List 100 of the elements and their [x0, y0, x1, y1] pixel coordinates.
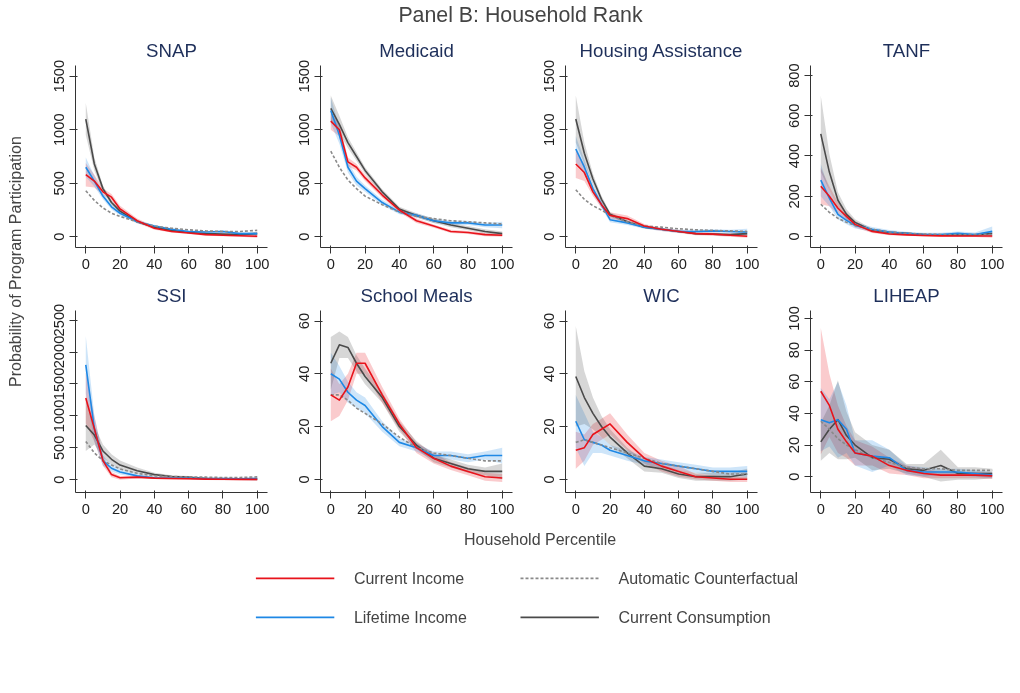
- y-tick-label: 0: [51, 475, 68, 484]
- x-tick-label: 100: [489, 500, 515, 517]
- x-tick-label: 100: [734, 255, 760, 272]
- x-tick-label: 40: [391, 255, 408, 272]
- x-tick-label: 80: [459, 500, 477, 517]
- x-tick-label: 60: [915, 255, 932, 272]
- x-tick-label: 60: [670, 255, 687, 272]
- chart-title: Housing Assistance: [579, 39, 743, 61]
- y-tick-label: 400: [786, 143, 803, 169]
- x-tick-label: 60: [180, 255, 197, 272]
- x-tick-label: 20: [111, 500, 129, 517]
- x-tick-label: 40: [881, 255, 898, 272]
- y-tick-label: 0: [541, 232, 558, 241]
- x-tick-label: 40: [146, 500, 163, 517]
- y-tick-label: 20: [296, 418, 313, 435]
- x-tick-label: 60: [670, 500, 687, 517]
- y-tick-label: 1000: [541, 113, 558, 147]
- y-tick-label: 60: [786, 373, 803, 390]
- y-tick-label: 40: [786, 405, 803, 422]
- y-tick-label: 0: [786, 232, 803, 241]
- x-tick-label: 80: [949, 255, 967, 272]
- x-tick-label: 20: [356, 500, 374, 517]
- legend-label: Current Income: [353, 569, 465, 587]
- x-tick-label: 100: [734, 500, 760, 517]
- y-tick-label: 100: [786, 306, 803, 331]
- x-tick-label: 20: [111, 255, 129, 272]
- y-tick-label: 1000: [51, 399, 68, 433]
- y-tick-label: 500: [541, 171, 558, 196]
- x-tick-label: 80: [949, 500, 967, 517]
- y-tick-label: 500: [51, 171, 68, 196]
- chart-title: LIHEAP: [873, 284, 940, 306]
- text: Panel B: Household Rank: [398, 2, 643, 27]
- x-tick-label: 40: [636, 255, 653, 272]
- x-tick-label: 40: [881, 500, 898, 517]
- x-tick-label: 20: [846, 255, 864, 272]
- legend-label: Automatic Counterfactual: [618, 569, 799, 587]
- text: Household Percentile: [464, 531, 617, 548]
- y-tick-label: 1500: [51, 367, 68, 401]
- y-tick-label: 0: [786, 472, 803, 481]
- chart-title: WIC: [643, 284, 680, 306]
- x-tick-label: 80: [704, 500, 722, 517]
- y-tick-label: 40: [296, 365, 313, 382]
- x-tick-label: 20: [601, 255, 619, 272]
- y-tick-label: 200: [786, 183, 803, 209]
- text: Probability of Program Participation: [7, 136, 24, 387]
- y-tick-label: 1500: [296, 59, 313, 93]
- x-tick-label: 100: [979, 500, 1005, 517]
- y-tick-label: 0: [541, 475, 558, 484]
- y-tick-label: 20: [786, 436, 803, 454]
- chart-title: SSI: [156, 284, 187, 306]
- y-tick-label: 60: [541, 312, 558, 330]
- x-tick-label: 60: [915, 500, 932, 517]
- y-tick-label: 1500: [541, 59, 558, 93]
- x-tick-label: 80: [214, 255, 232, 272]
- x-tick-label: 0: [81, 255, 90, 272]
- y-tick-label: 600: [786, 103, 803, 128]
- y-tick-label: 2000: [51, 335, 68, 369]
- y-tick-label: 20: [541, 418, 558, 435]
- chart-title: TANF: [882, 39, 931, 61]
- x-tick-label: 80: [704, 255, 722, 272]
- x-tick-label: 0: [571, 500, 580, 517]
- chart-title: Medicaid: [379, 39, 454, 61]
- y-tick-label: 500: [51, 435, 68, 461]
- x-tick-label: 100: [244, 255, 270, 272]
- x-tick-label: 40: [636, 500, 653, 517]
- x-tick-label: 20: [356, 255, 374, 272]
- y-tick-label: 60: [296, 312, 313, 330]
- y-tick-label: 40: [541, 365, 558, 382]
- x-tick-label: 20: [846, 500, 864, 517]
- y-tick-label: 2500: [51, 303, 68, 337]
- y-tick-label: 0: [296, 475, 313, 484]
- x-tick-label: 20: [601, 500, 619, 517]
- legend-label: Lifetime Income: [353, 608, 467, 626]
- x-tick-label: 0: [816, 500, 825, 517]
- x-tick-label: 40: [146, 255, 163, 272]
- y-tick-label: 1000: [296, 113, 313, 147]
- x-tick-label: 80: [214, 500, 232, 517]
- chart-title: School Meals: [360, 284, 473, 306]
- x-tick-label: 60: [425, 500, 442, 517]
- y-tick-label: 500: [296, 171, 313, 196]
- x-tick-label: 0: [326, 500, 335, 517]
- x-tick-label: 100: [979, 255, 1005, 272]
- y-tick-label: 80: [786, 341, 803, 359]
- x-tick-label: 40: [391, 500, 408, 517]
- x-tick-label: 0: [326, 255, 335, 272]
- x-tick-label: 0: [816, 255, 825, 272]
- x-tick-label: 100: [489, 255, 515, 272]
- chart-title: SNAP: [146, 39, 197, 61]
- y-tick-label: 1000: [51, 113, 68, 147]
- x-tick-label: 60: [180, 500, 197, 517]
- x-tick-label: 100: [244, 500, 270, 517]
- x-tick-label: 60: [425, 255, 442, 272]
- y-tick-label: 0: [296, 232, 313, 241]
- y-tick-label: 800: [786, 63, 803, 88]
- y-tick-label: 0: [51, 232, 68, 241]
- legend-label: Current Consumption: [618, 608, 771, 626]
- x-tick-label: 0: [571, 255, 580, 272]
- x-tick-label: 80: [459, 255, 477, 272]
- y-tick-label: 1500: [51, 59, 68, 93]
- x-tick-label: 0: [81, 500, 90, 517]
